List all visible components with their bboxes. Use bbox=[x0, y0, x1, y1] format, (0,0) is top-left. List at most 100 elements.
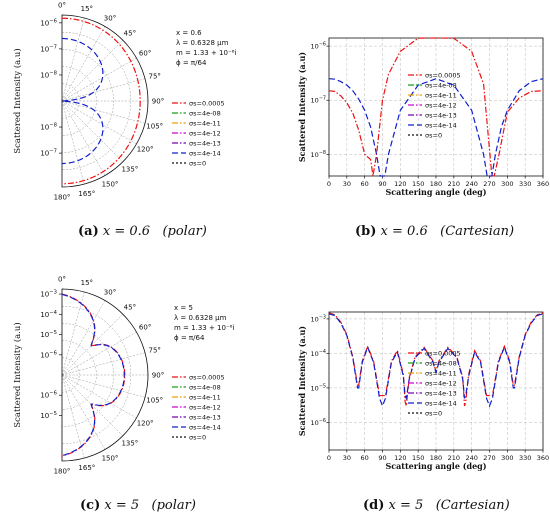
legend-label-6: σs=0 bbox=[425, 410, 442, 418]
ylabel: Scattered Intensity (a.u) bbox=[297, 52, 307, 162]
y-tick-label: 10−4 bbox=[311, 349, 326, 358]
x-tick-label: 300 bbox=[501, 454, 513, 462]
plot-frame bbox=[328, 311, 544, 451]
radial-tick-label: 10−7 bbox=[40, 149, 57, 158]
legend-label-5: σs=4e-14 bbox=[189, 150, 221, 158]
ylabel: Scattered Intensity (a.u) bbox=[12, 322, 23, 427]
angle-tick-label: 105° bbox=[146, 396, 163, 404]
caption-d: (d) x = 5 (Cartesian) bbox=[363, 498, 510, 513]
polar-grid-spoke bbox=[61, 100, 106, 176]
angle-tick-label: 165° bbox=[78, 190, 95, 198]
legend-label-0: σs=0.0005 bbox=[189, 374, 225, 382]
legend-label-3: σs=4e-12 bbox=[189, 130, 221, 138]
angle-tick-label: 0° bbox=[58, 2, 66, 10]
polar-grid-spoke bbox=[61, 100, 85, 185]
x-tick-label: 240 bbox=[465, 454, 477, 462]
radial-tick-label: 10−6 bbox=[40, 350, 57, 359]
caption-c: (c) x = 5 (polar) bbox=[80, 498, 196, 513]
x-tick-label: 270 bbox=[483, 454, 495, 462]
param-text: m = 1.33 + 10⁻⁶i bbox=[176, 49, 236, 57]
polar-grid-spoke bbox=[61, 291, 85, 376]
legend-label-4: σs=4e-13 bbox=[425, 390, 457, 398]
polar-grid-spoke bbox=[61, 57, 137, 102]
polar-grid-circle bbox=[61, 83, 80, 119]
x-tick-label: 30 bbox=[343, 454, 351, 462]
radial-tick-label: 10−4 bbox=[40, 310, 57, 319]
radial-tick-label: 10−7 bbox=[40, 44, 57, 53]
angle-tick-label: 75° bbox=[149, 73, 161, 81]
radial-tick-label: 10−5 bbox=[40, 411, 57, 420]
x-tick-label: 60 bbox=[361, 180, 369, 188]
legend-label-3: σs=4e-12 bbox=[189, 404, 221, 412]
legend-label-1: σs=4e-08 bbox=[425, 82, 457, 90]
x-tick-label: 210 bbox=[448, 454, 460, 462]
polar-grid-circle bbox=[61, 357, 80, 393]
param-text: m = 1.33 + 10⁻⁶i bbox=[174, 324, 234, 332]
x-tick-label: 240 bbox=[465, 180, 477, 188]
radial-tick-label: 10−6 bbox=[40, 391, 57, 400]
radial-tick-label: 10−8 bbox=[40, 70, 57, 79]
polar-grid-spoke bbox=[61, 374, 137, 419]
polar-frame bbox=[61, 288, 149, 462]
polar-grid-circle bbox=[61, 305, 132, 445]
angle-tick-label: 15° bbox=[81, 5, 93, 13]
angle-tick-label: 30° bbox=[104, 288, 116, 296]
angle-tick-label: 45° bbox=[124, 30, 136, 38]
legend-label-6: σs=0 bbox=[189, 160, 206, 168]
legend: σs=0.0005 σs=4e-08 σs=4e-11 σs=4e-12 σs=4e-1… bbox=[172, 100, 225, 168]
radial-tick-label: 10−5 bbox=[40, 330, 57, 339]
param-text: x = 0.6 bbox=[176, 29, 202, 37]
legend-label-5: σs=4e-14 bbox=[425, 400, 457, 408]
legend: σs=0.0005 σs=4e-08 σs=4e-11 σs=4e-12 σs=4e-1… bbox=[408, 350, 461, 418]
angle-tick-label: 120° bbox=[137, 420, 154, 428]
polar-grid-spoke bbox=[61, 100, 146, 124]
radial-tick-label: 10−8 bbox=[40, 123, 57, 132]
x-tick-label: 0 bbox=[327, 180, 331, 188]
angle-tick-label: 165° bbox=[78, 464, 95, 472]
x-tick-label: 330 bbox=[519, 180, 531, 188]
ylabel: Scattered Intensity (a.u) bbox=[12, 48, 23, 153]
polar-grid-spoke bbox=[61, 352, 146, 376]
x-tick-label: 120 bbox=[394, 180, 406, 188]
legend-label-3: σs=4e-12 bbox=[425, 102, 457, 110]
y-tick-label: 10−7 bbox=[311, 96, 326, 105]
legend-label-6: σs=0 bbox=[425, 132, 442, 140]
polar-grid-spoke bbox=[61, 374, 123, 436]
x-tick-label: 90 bbox=[378, 180, 386, 188]
radial-tick-label: 10−6 bbox=[40, 18, 57, 27]
angle-tick-label: 0° bbox=[58, 276, 66, 284]
legend-label-0: σs=0.0005 bbox=[425, 72, 461, 80]
param-text: ϕ = π/64 bbox=[174, 334, 205, 342]
legend-label-2: σs=4e-11 bbox=[189, 120, 221, 128]
legend-label-4: σs=4e-13 bbox=[425, 112, 457, 120]
legend-label-3: σs=4e-12 bbox=[425, 380, 457, 388]
polar-grid-spoke bbox=[61, 78, 146, 102]
polar-grid-spoke bbox=[61, 374, 106, 450]
x-tick-label: 180 bbox=[430, 180, 442, 188]
y-tick-label: 10−3 bbox=[311, 314, 326, 323]
legend-label-6: σs=0 bbox=[189, 434, 206, 442]
param-text: x = 5 bbox=[174, 304, 193, 312]
y-tick-label: 10−6 bbox=[311, 42, 326, 51]
angle-tick-label: 15° bbox=[81, 279, 93, 287]
polar-grid-spoke bbox=[61, 314, 123, 376]
legend-label-2: σs=4e-11 bbox=[425, 92, 457, 100]
polar-series-red bbox=[61, 17, 141, 185]
y-tick-label: 10−6 bbox=[311, 418, 326, 427]
x-tick-label: 150 bbox=[412, 454, 424, 462]
polar-grid-circle bbox=[61, 66, 97, 136]
x-tick-label: 210 bbox=[448, 180, 460, 188]
angle-tick-label: 180° bbox=[54, 194, 71, 202]
legend-label-4: σs=4e-13 bbox=[189, 414, 221, 422]
x-tick-label: 150 bbox=[412, 180, 424, 188]
caption-b: (b) x = 0.6 (Cartesian) bbox=[355, 224, 515, 239]
x-tick-label: 30 bbox=[343, 180, 351, 188]
angle-tick-label: 180° bbox=[54, 468, 71, 476]
angle-tick-label: 90° bbox=[152, 372, 164, 380]
legend-label-2: σs=4e-11 bbox=[425, 370, 457, 378]
legend-label-0: σs=0.0005 bbox=[189, 100, 225, 108]
legend-label-1: σs=4e-08 bbox=[189, 110, 221, 118]
polar-series-blue bbox=[61, 293, 125, 457]
polar-grid-spoke bbox=[61, 300, 106, 376]
